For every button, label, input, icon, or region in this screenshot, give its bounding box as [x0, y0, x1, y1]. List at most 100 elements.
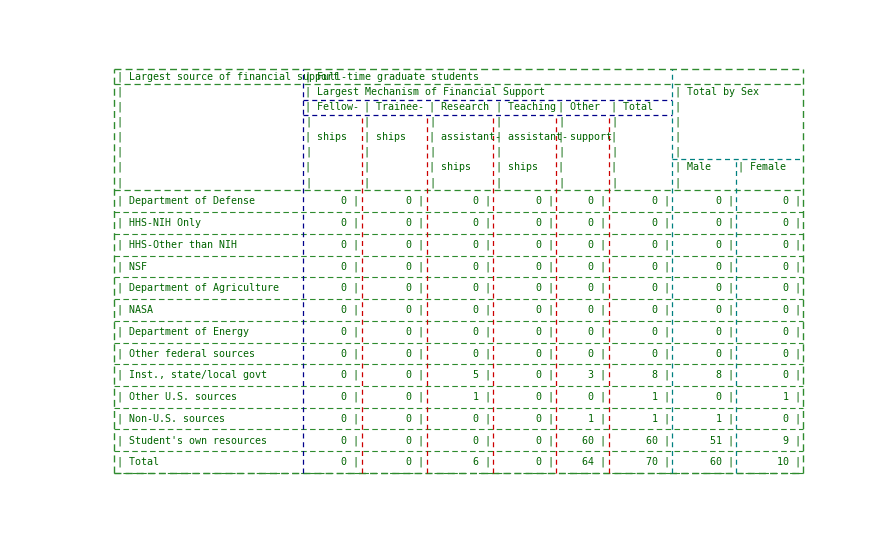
Text: 0 |: 0 | [536, 370, 554, 380]
Text: |: | [675, 131, 681, 142]
Text: | Largest Mechanism of Financial Support: | Largest Mechanism of Financial Support [305, 87, 545, 97]
Text: 0 |: 0 | [406, 370, 425, 380]
Text: 10 |: 10 | [777, 457, 801, 467]
Text: | Total: | Total [116, 457, 159, 467]
Text: 0 |: 0 | [783, 326, 801, 337]
Text: |: | [611, 161, 623, 172]
Text: 0 |: 0 | [536, 305, 554, 315]
Text: |: | [558, 161, 571, 172]
Text: 0 |: 0 | [783, 239, 801, 250]
Text: 9 |: 9 | [783, 435, 801, 445]
Text: 0 |: 0 | [473, 305, 491, 315]
Text: 60 |: 60 | [582, 435, 607, 445]
Text: 0 |: 0 | [473, 196, 491, 207]
Text: 6 |: 6 | [473, 457, 491, 467]
Text: 3 |: 3 | [589, 370, 607, 380]
Text: 0 |: 0 | [783, 196, 801, 207]
Text: |: | [611, 117, 617, 128]
Text: 0 |: 0 | [716, 391, 734, 402]
Text: |: | [495, 117, 502, 128]
Text: 0 |: 0 | [536, 391, 554, 402]
Text: 0 |: 0 | [589, 283, 607, 293]
Text: 0 |: 0 | [716, 283, 734, 293]
Text: |: | [675, 146, 681, 156]
Text: | support: | support [558, 131, 612, 142]
Text: |: | [429, 146, 435, 156]
Text: 0 |: 0 | [652, 305, 670, 315]
Text: | Research: | Research [429, 102, 489, 113]
Text: 0 |: 0 | [406, 457, 425, 467]
Text: 0 |: 0 | [341, 457, 359, 467]
Text: | Inst., state/local govt: | Inst., state/local govt [116, 370, 267, 380]
Text: 70 |: 70 | [646, 457, 670, 467]
Text: 0 |: 0 | [536, 261, 554, 272]
Text: 0 |: 0 | [652, 348, 670, 359]
Text: |: | [364, 177, 370, 187]
Text: 0 |: 0 | [341, 283, 359, 293]
Text: 0 |: 0 | [406, 305, 425, 315]
Text: | HHS-Other than NIH: | HHS-Other than NIH [116, 239, 237, 250]
Text: 0 |: 0 | [783, 218, 801, 228]
Text: |: | [611, 177, 617, 187]
Text: | Male: | Male [675, 161, 711, 172]
Text: 0 |: 0 | [473, 283, 491, 293]
Text: 0 |: 0 | [341, 370, 359, 380]
Text: | Student's own resources: | Student's own resources [116, 435, 267, 445]
Text: 0 |: 0 | [536, 348, 554, 359]
Text: | ships: | ships [429, 161, 471, 172]
Text: 0 |: 0 | [536, 196, 554, 207]
Text: 0 |: 0 | [652, 261, 670, 272]
Text: | NSF: | NSF [116, 261, 147, 272]
Text: 0 |: 0 | [473, 435, 491, 445]
Text: 0 |: 0 | [406, 413, 425, 424]
Text: | Largest source of financial support: | Largest source of financial support [116, 71, 339, 82]
Text: |: | [558, 117, 564, 128]
Text: 0 |: 0 | [406, 239, 425, 250]
Text: | Total by Sex: | Total by Sex [675, 87, 759, 97]
Text: |: | [495, 177, 502, 187]
Text: 0 |: 0 | [473, 326, 491, 337]
Text: 0 |: 0 | [406, 261, 425, 272]
Text: 1 |: 1 | [652, 391, 670, 402]
Text: | ships: | ships [305, 131, 347, 142]
Text: 5 |: 5 | [473, 370, 491, 380]
Text: 0 |: 0 | [716, 326, 734, 337]
Text: |: | [116, 117, 123, 128]
Text: |: | [116, 102, 123, 113]
Text: 0 |: 0 | [536, 283, 554, 293]
Text: |: | [116, 161, 123, 172]
Text: |: | [675, 117, 681, 128]
Text: 8 |: 8 | [652, 370, 670, 380]
Text: 0 |: 0 | [536, 326, 554, 337]
Text: | Department of Energy: | Department of Energy [116, 326, 249, 337]
Text: 0 |: 0 | [473, 218, 491, 228]
Text: 0 |: 0 | [341, 218, 359, 228]
Text: 0 |: 0 | [652, 218, 670, 228]
Text: 0 |: 0 | [536, 435, 554, 445]
Text: | Fellow-: | Fellow- [305, 102, 359, 113]
Text: |: | [429, 117, 435, 128]
Text: 60 |: 60 | [646, 435, 670, 445]
Text: 0 |: 0 | [589, 305, 607, 315]
Text: 0 |: 0 | [406, 326, 425, 337]
Text: 0 |: 0 | [406, 196, 425, 207]
Text: |: | [675, 177, 681, 187]
Text: |: | [364, 117, 370, 128]
Text: 0 |: 0 | [341, 348, 359, 359]
Text: 0 |: 0 | [473, 413, 491, 424]
Text: |: | [116, 131, 123, 142]
Text: | assistant-: | assistant- [429, 131, 501, 142]
Text: | NASA: | NASA [116, 305, 152, 315]
Text: | ships: | ships [495, 161, 538, 172]
Text: 64 |: 64 | [582, 457, 607, 467]
Text: |: | [116, 87, 123, 97]
Text: | Total: | Total [611, 102, 653, 113]
Text: |: | [305, 161, 317, 172]
Text: | Full-time graduate students: | Full-time graduate students [305, 71, 479, 82]
Text: |: | [611, 146, 617, 156]
Text: 0 |: 0 | [589, 196, 607, 207]
Text: 1 |: 1 | [589, 413, 607, 424]
Text: | Other: | Other [558, 102, 600, 113]
Text: | Other U.S. sources: | Other U.S. sources [116, 391, 237, 402]
Text: 0 |: 0 | [406, 283, 425, 293]
